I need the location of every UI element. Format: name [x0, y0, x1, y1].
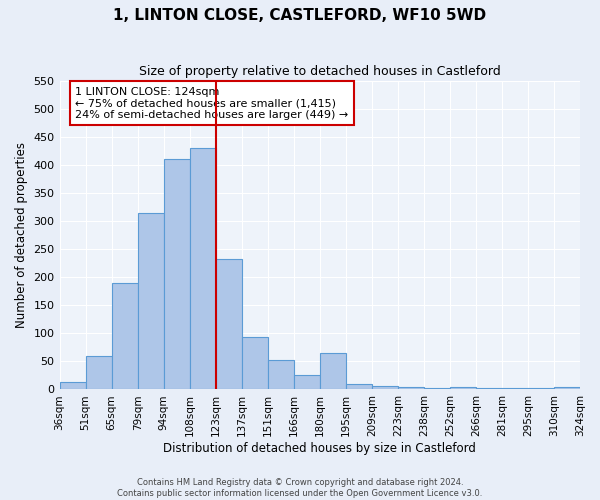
X-axis label: Distribution of detached houses by size in Castleford: Distribution of detached houses by size …: [163, 442, 476, 455]
Bar: [450, 386, 476, 390]
Bar: [59, 382, 86, 390]
Title: Size of property relative to detached houses in Castleford: Size of property relative to detached ho…: [139, 65, 500, 78]
Y-axis label: Number of detached properties: Number of detached properties: [15, 142, 28, 328]
Bar: [112, 282, 137, 390]
Bar: [528, 388, 554, 390]
Bar: [215, 259, 242, 390]
Text: 1, LINTON CLOSE, CASTLEFORD, WF10 5WD: 1, LINTON CLOSE, CASTLEFORD, WF10 5WD: [113, 8, 487, 22]
Bar: [164, 159, 190, 390]
Bar: [424, 388, 450, 390]
Bar: [242, 337, 268, 390]
Text: Contains HM Land Registry data © Crown copyright and database right 2024.
Contai: Contains HM Land Registry data © Crown c…: [118, 478, 482, 498]
Text: 1 LINTON CLOSE: 124sqm
← 75% of detached houses are smaller (1,415)
24% of semi-: 1 LINTON CLOSE: 124sqm ← 75% of detached…: [75, 86, 349, 120]
Bar: [398, 386, 424, 390]
Bar: [554, 386, 580, 390]
Bar: [346, 384, 372, 390]
Bar: [320, 353, 346, 390]
Bar: [86, 356, 112, 390]
Bar: [476, 388, 502, 390]
Bar: [372, 386, 398, 390]
Bar: [502, 388, 528, 390]
Bar: [294, 376, 320, 390]
Bar: [190, 148, 215, 390]
Bar: [268, 360, 294, 390]
Bar: [137, 212, 164, 390]
